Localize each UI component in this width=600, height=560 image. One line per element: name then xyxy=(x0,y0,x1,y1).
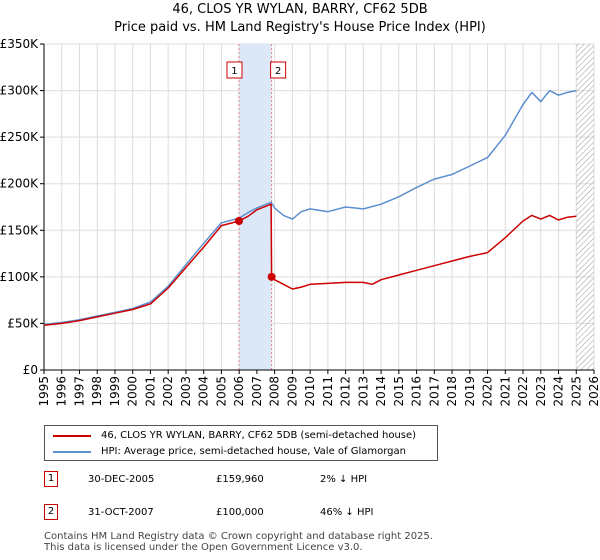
x-tick-label: 2015 xyxy=(392,376,406,407)
x-tick-label: 2017 xyxy=(427,376,441,407)
y-tick-label: £50K xyxy=(7,316,39,330)
x-tick-label: 2022 xyxy=(516,376,530,407)
transaction-number: 1 xyxy=(44,471,58,487)
hpi-line xyxy=(43,89,577,326)
x-tick-label: 1999 xyxy=(108,376,122,407)
y-tick-label: £350K xyxy=(0,37,39,51)
x-tick-label: 2005 xyxy=(214,376,228,407)
x-tick-label: 2007 xyxy=(250,376,264,407)
x-tick-label: 2008 xyxy=(268,376,282,407)
x-tick-label: 2026 xyxy=(587,376,600,407)
x-tick-label: 1995 xyxy=(37,376,51,407)
sale-label-box xyxy=(270,61,287,79)
x-tick-label: 2016 xyxy=(410,376,424,407)
sale-label: 2 xyxy=(275,66,281,77)
transaction-price: £100,000 xyxy=(216,507,264,518)
x-tick-label: 2013 xyxy=(356,376,370,407)
shaded-period xyxy=(238,44,272,370)
x-tick-label: 1998 xyxy=(90,376,104,407)
x-tick-label: 1997 xyxy=(72,376,86,407)
transaction-hpi-diff: 2% ↓ HPI xyxy=(320,474,368,485)
transaction-date: 30-DEC-2005 xyxy=(88,474,155,485)
x-tick-label: 2018 xyxy=(445,376,459,407)
x-tick-label: 2000 xyxy=(126,376,140,407)
transaction-number: 2 xyxy=(44,504,58,520)
sale-label-box xyxy=(226,61,243,79)
footer: Contains HM Land Registry data © Crown c… xyxy=(44,531,433,553)
x-tick-label: 2009 xyxy=(285,376,299,407)
legend: 46, CLOS YR WYLAN, BARRY, CF62 5DB (semi… xyxy=(44,425,438,461)
sale-point xyxy=(267,272,276,281)
transaction-price: £159,960 xyxy=(216,474,264,485)
y-tick-label: £200K xyxy=(0,177,39,191)
y-tick-label: £300K xyxy=(0,84,39,98)
price-chart: £0 £50K £100K £150K £200K £250K £300K £350K 1995… xyxy=(0,37,600,407)
x-tick-label: 2010 xyxy=(303,376,317,407)
y-tick-label: £0 xyxy=(23,363,38,377)
x-tick-label: 2024 xyxy=(552,376,566,407)
x-tick-label: 2002 xyxy=(161,376,175,407)
x-tick-label: 1996 xyxy=(55,376,69,407)
legend-swatch-hpi xyxy=(53,451,91,453)
x-tick-label: 2011 xyxy=(321,376,335,407)
x-tick-label: 2023 xyxy=(534,376,548,407)
x-tick-label: 2001 xyxy=(143,376,157,407)
sale-point xyxy=(234,217,243,226)
x-tick-label: 2003 xyxy=(179,376,193,407)
y-tick-label: £250K xyxy=(0,130,39,144)
x-tick-label: 2012 xyxy=(339,376,353,407)
y-tick-label: £100K xyxy=(0,270,39,284)
legend-label-price: 46, CLOS YR WYLAN, BARRY, CF62 5DB (semi… xyxy=(101,430,417,441)
forecast-hatch xyxy=(576,44,594,370)
x-tick-label: 2014 xyxy=(374,376,388,407)
plot-area xyxy=(44,44,594,370)
legend-swatch-price xyxy=(53,435,91,437)
footer-line-2: This data is licensed under the Open Gov… xyxy=(44,542,363,553)
x-tick-label: 2021 xyxy=(498,376,512,407)
x-tick-label: 2019 xyxy=(463,376,477,407)
x-tick-label: 2004 xyxy=(197,376,211,407)
chart-title: 46, CLOS YR WYLAN, BARRY, CF62 5DB xyxy=(172,2,428,17)
transaction-hpi-diff: 46% ↓ HPI xyxy=(320,507,374,518)
sale-label: 1 xyxy=(231,66,237,77)
chart-subtitle: Price paid vs. HM Land Registry's House … xyxy=(114,20,486,35)
y-tick-label: £150K xyxy=(0,223,39,237)
transaction-date: 31-OCT-2007 xyxy=(88,507,154,518)
x-tick-label: 2025 xyxy=(569,376,583,407)
x-tick-label: 2006 xyxy=(232,376,246,407)
price-paid-line xyxy=(43,203,577,327)
footer-line-1: Contains HM Land Registry data © Crown c… xyxy=(44,531,433,542)
x-tick-label: 2020 xyxy=(481,376,495,407)
legend-label-hpi: HPI: Average price, semi-detached house,… xyxy=(101,446,406,457)
